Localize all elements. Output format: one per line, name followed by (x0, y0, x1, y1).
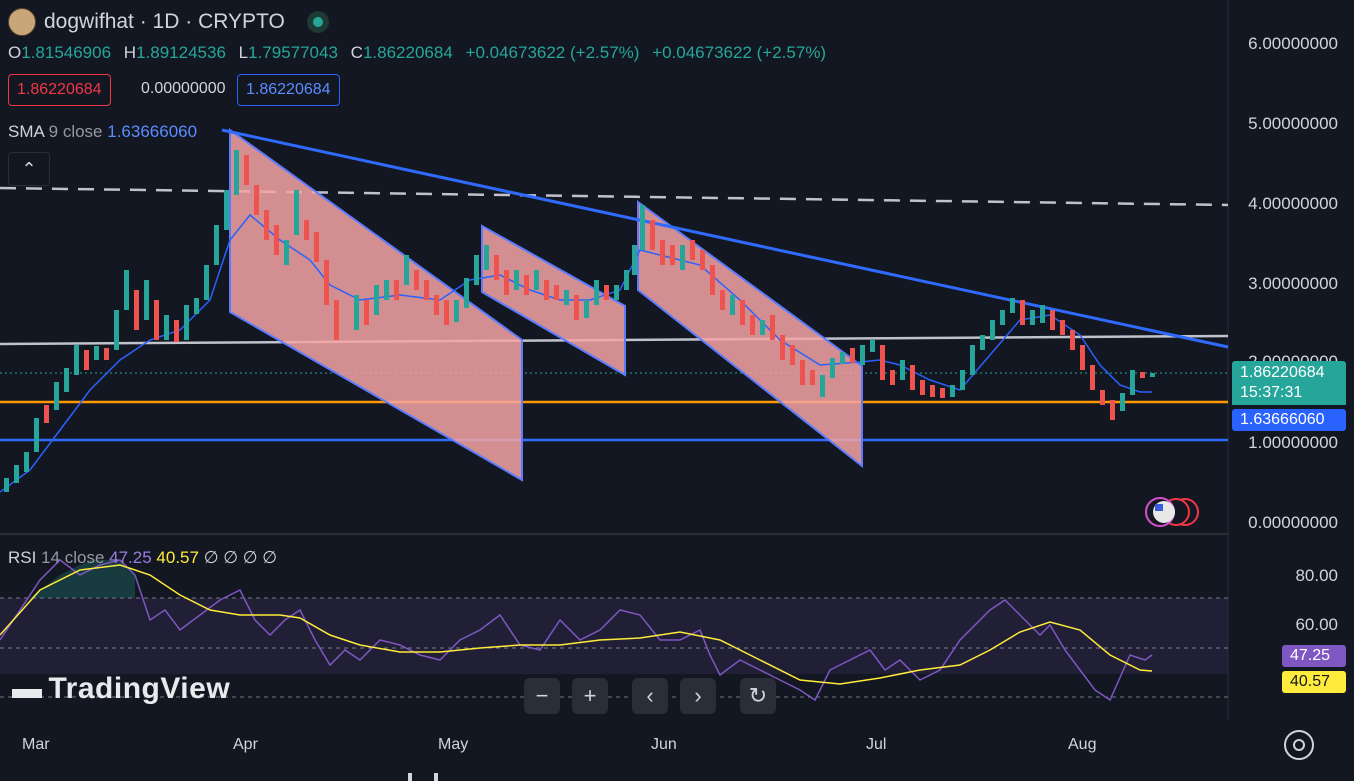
candlesticks (4, 150, 1155, 492)
time-tick: Aug (1068, 736, 1097, 753)
price-tick: 1.00000000 (1248, 433, 1338, 452)
symbol-title[interactable]: dogwifhat · 1D · CRYPTO (44, 10, 285, 33)
time-tick: Mar (22, 736, 50, 753)
buy-price-button[interactable]: 1.86220684 (237, 74, 340, 106)
time-tick: Jun (651, 736, 677, 753)
price-tick: 6.00000000 (1248, 34, 1338, 53)
reset-icon[interactable]: ↻ (740, 678, 776, 714)
price-tick: 3.00000000 (1248, 274, 1338, 293)
time-tick: May (438, 736, 469, 753)
rsi-line (0, 559, 1153, 702)
settings-gear-icon[interactable] (1284, 730, 1314, 760)
last-price-tag: 1.86220684 15:37:31 (1232, 361, 1346, 405)
bar-countdown: 15:37:31 (1240, 384, 1303, 401)
zoom-out-icon[interactable]: − (524, 678, 560, 714)
change-value-2: +0.04673622 (+2.57%) (652, 43, 827, 62)
rsi-band (0, 598, 1228, 674)
price-tick: 0.00000000 (1248, 513, 1338, 532)
spread-value: 0.00000000 (141, 80, 226, 97)
price-tick: 4.00000000 (1248, 194, 1338, 213)
time-tick: Jul (866, 736, 887, 753)
rsi-ma-value: 40.57 (156, 548, 199, 567)
market-status-icon (306, 11, 329, 33)
sma-value: 1.63666060 (107, 122, 198, 141)
price-tick: 5.00000000 (1248, 114, 1338, 133)
scroll-right-icon[interactable]: › (680, 678, 716, 714)
rsi-ma-tag: 40.57 (1282, 671, 1346, 693)
rsi-legend[interactable]: RSI 14 close 47.25 40.57 ∅ ∅ ∅ ∅ (8, 548, 278, 567)
sma-price-tag: 1.63666060 (1232, 409, 1346, 431)
descending-trendline (221, 128, 1229, 349)
rsi-tick: 60.00 (1295, 615, 1338, 634)
flag-us-icon (1145, 497, 1199, 527)
symbol-header[interactable]: dogwifhat · 1D · CRYPTO (8, 8, 329, 36)
rsi-value-tag: 47.25 (1282, 645, 1346, 667)
rsi-ma-line (0, 564, 1153, 685)
scroll-left-icon[interactable]: ‹ (632, 678, 668, 714)
ohlc-legend: O1.81546906 H1.89124536 L1.79577043 C1.8… (8, 43, 827, 62)
channel-2 (481, 224, 626, 377)
time-tick: Apr (233, 736, 258, 753)
change-value: +0.04673622 (+2.57%) (465, 43, 640, 62)
collapse-up-icon[interactable]: ⌃ (8, 152, 50, 186)
rsi-tick: 80.00 (1295, 566, 1338, 585)
rsi-value: 47.25 (109, 548, 152, 567)
dashed-resistance-line (0, 186, 1229, 207)
sell-price-button[interactable]: 1.86220684 (8, 74, 111, 106)
sma-line (0, 213, 1152, 493)
tradingview-logo: ▬ TradingView (12, 672, 231, 705)
zoom-in-icon[interactable]: + (572, 678, 608, 714)
sma-legend[interactable]: SMA 9 close 1.63666060 (8, 122, 198, 141)
rsi-overbought-fill (30, 560, 135, 598)
symbol-avatar (8, 8, 36, 36)
